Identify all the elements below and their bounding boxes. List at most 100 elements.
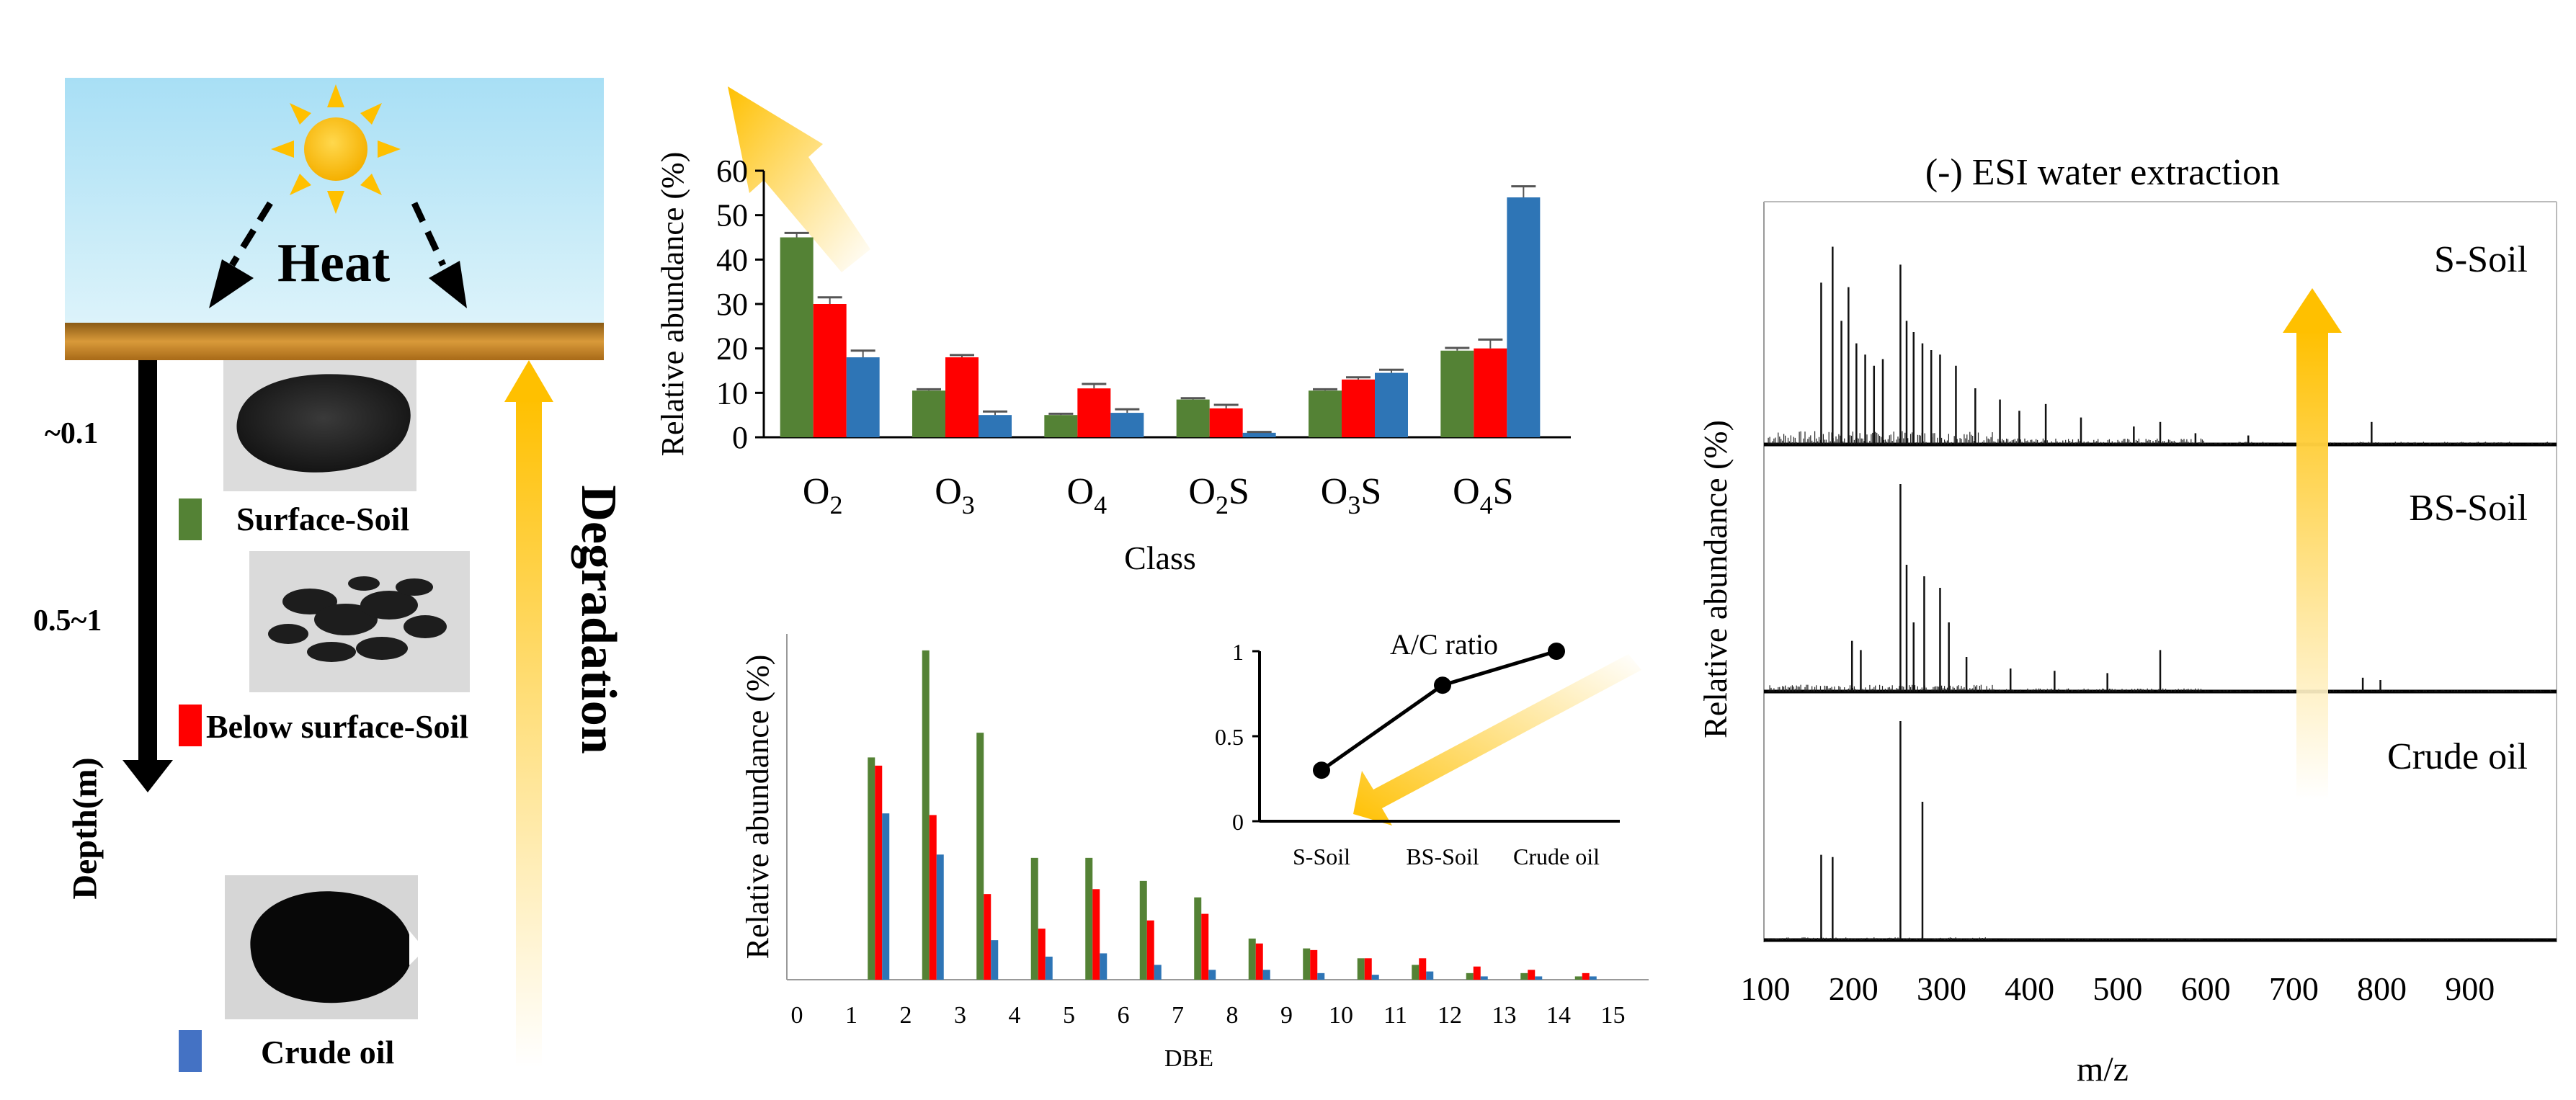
x-tick-label-O2: O2 — [803, 471, 843, 519]
legend-label-below-surface-soil: Below surface-Soil — [206, 708, 469, 745]
x-tick-label-3: 3 — [954, 1002, 966, 1029]
bar-O3-0 — [912, 390, 945, 437]
bar-dbe-13-0 — [1466, 972, 1474, 980]
spectrum-noise — [1768, 684, 2552, 692]
y-tick-label: 20 — [716, 331, 748, 367]
bar-dbe-10-0 — [1303, 948, 1311, 980]
bar-dbe-14-2 — [1535, 976, 1543, 980]
x-tick-label-12: 12 — [1438, 1002, 1462, 1029]
bar-dbe-5-0 — [1030, 857, 1038, 980]
x-tick-label-0: 0 — [791, 1002, 803, 1029]
schematic-panel: Heat ~0.1 0.5~1 Depth(m) Degradation Sur… — [0, 0, 649, 1096]
bar-dbe-2-2 — [882, 813, 890, 980]
bar-dbe-15-1 — [1582, 972, 1590, 980]
heat-arrow-left-icon — [229, 201, 273, 267]
bar-O3-2 — [979, 415, 1012, 437]
bar-O2-1 — [813, 304, 847, 437]
bar-O3S-0 — [1309, 390, 1342, 437]
bar-dbe-3-2 — [936, 854, 944, 980]
x-tick-label-900: 900 — [2445, 970, 2495, 1007]
bar-dbe-9-0 — [1248, 938, 1256, 980]
sample-trend-arrow-shaft — [2296, 330, 2328, 800]
x-tick-label-O3: O3 — [935, 471, 975, 519]
x-tick-label-500: 500 — [2093, 970, 2142, 1007]
bar-dbe-2-0 — [868, 757, 875, 980]
bar-dbe-6-1 — [1092, 889, 1100, 980]
x-tick-label-O3S: O3S — [1321, 471, 1381, 519]
bar-O2S-1 — [1209, 408, 1243, 437]
x-tick-label-2: 2 — [900, 1002, 912, 1029]
bar-dbe-15-2 — [1589, 976, 1597, 980]
legend-swatch-crude-oil — [179, 1030, 202, 1072]
x-tick-label-O4S: O4S — [1453, 471, 1513, 519]
x-tick-label-6: 6 — [1118, 1002, 1130, 1029]
bar-O4S-1 — [1474, 348, 1507, 437]
inset-y-tick-label: 0 — [1232, 809, 1244, 835]
bar-dbe-8-2 — [1208, 970, 1216, 980]
bar-dbe-12-0 — [1412, 965, 1420, 980]
inset-arrow-icon — [1353, 654, 1641, 826]
x-tick-label-8: 8 — [1226, 1002, 1239, 1029]
bar-dbe-14-0 — [1520, 972, 1528, 980]
degradation-arrow-shaft — [516, 398, 542, 1068]
degradation-label: Degradation — [571, 485, 626, 754]
spectrum-noise — [1768, 431, 2552, 444]
x-tick-label-5: 5 — [1063, 1002, 1075, 1029]
inset-line — [1320, 649, 1557, 772]
spectrum-label-1: BS-Soil — [2409, 488, 2528, 529]
bar-dbe-8-0 — [1194, 897, 1202, 980]
spectra-title: (-) ESI water extraction — [1925, 152, 2280, 193]
bar-dbe-15-0 — [1574, 976, 1582, 980]
x-tick-label-4: 4 — [1009, 1002, 1021, 1029]
bar-dbe-7-1 — [1146, 920, 1154, 980]
bar-dbe-12-1 — [1419, 958, 1427, 980]
inset-y-tick-label: 0.5 — [1215, 724, 1244, 750]
bar-O2-2 — [846, 357, 880, 437]
mass-spectra-chart: (-) ESI water extraction S-Soil BS-Soil Cru… — [1701, 152, 2557, 1088]
bar-dbe-10-2 — [1317, 972, 1325, 980]
x-tick-label-1: 1 — [845, 1002, 857, 1029]
bar-O2-0 — [780, 237, 814, 437]
spectrum-2 — [1764, 721, 2557, 942]
legend-swatch-surface-soil — [179, 498, 202, 540]
bar-dbe-5-1 — [1038, 929, 1046, 980]
bar-dbe-12-2 — [1426, 971, 1434, 980]
x-axis-label: m/z — [2077, 1050, 2129, 1088]
y-axis-label: Relative abundance (%) — [740, 655, 775, 960]
bar-dbe-9-1 — [1255, 943, 1263, 980]
y-tick-label: 60 — [716, 153, 748, 189]
inset-point-0 — [1313, 761, 1330, 779]
x-tick-label-O4: O4 — [1067, 471, 1107, 519]
bar-dbe-13-2 — [1480, 976, 1488, 980]
bar-O2S-2 — [1242, 432, 1276, 437]
y-axis-label: Relative abundance (%) — [655, 152, 690, 457]
bar-dbe-9-2 — [1262, 970, 1270, 980]
x-tick-label-14: 14 — [1546, 1002, 1571, 1029]
bar-dbe-5-2 — [1045, 957, 1053, 980]
bar-dbe-4-0 — [976, 733, 984, 980]
depth-tick-0: ~0.1 — [45, 417, 99, 450]
inset-x-tick-label: Crude oil — [1513, 844, 1600, 869]
spectrum-0 — [1764, 246, 2557, 447]
bar-O4-0 — [1044, 415, 1078, 437]
inset-y-tick-label: 1 — [1232, 639, 1244, 665]
inset-point-2 — [1548, 643, 1565, 660]
spectrum-label-0: S-Soil — [2434, 239, 2528, 280]
y-tick-label: 10 — [716, 375, 748, 411]
spectrum-noise — [1768, 937, 2552, 940]
bar-O3-1 — [945, 357, 979, 437]
x-tick-label-800: 800 — [2357, 970, 2407, 1007]
bar-dbe-14-1 — [1528, 970, 1536, 980]
x-tick-label-9: 9 — [1280, 1002, 1293, 1029]
bar-dbe-4-2 — [991, 940, 999, 980]
crude-oil-sample-image — [225, 875, 425, 1019]
below-surface-soil-sample-image — [249, 551, 470, 692]
legend-swatch-below-surface-soil — [179, 705, 202, 746]
bar-dbe-6-0 — [1085, 857, 1093, 980]
heat-arrow-right-icon — [411, 202, 447, 267]
bar-O4S-2 — [1507, 197, 1541, 437]
bar-dbe-7-2 — [1154, 965, 1162, 980]
bar-O3S-2 — [1375, 372, 1408, 437]
x-tick-label-15: 15 — [1601, 1002, 1626, 1029]
